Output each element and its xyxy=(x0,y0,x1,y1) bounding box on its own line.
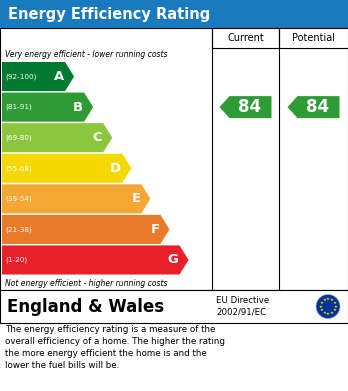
Text: ★: ★ xyxy=(322,311,326,315)
Text: Not energy efficient - higher running costs: Not energy efficient - higher running co… xyxy=(5,279,167,288)
Text: ★: ★ xyxy=(319,305,323,308)
Bar xyxy=(0,28,348,290)
Text: ★: ★ xyxy=(332,301,337,305)
Text: (21-38): (21-38) xyxy=(5,226,32,233)
Text: Very energy efficient - lower running costs: Very energy efficient - lower running co… xyxy=(5,50,167,59)
Polygon shape xyxy=(220,96,271,118)
Text: B: B xyxy=(73,100,83,114)
Text: ★: ★ xyxy=(326,312,330,316)
Text: Potential: Potential xyxy=(292,33,335,43)
Text: ★: ★ xyxy=(330,311,334,315)
Polygon shape xyxy=(287,96,340,118)
Text: ★: ★ xyxy=(333,305,337,308)
Text: ★: ★ xyxy=(322,298,326,302)
Polygon shape xyxy=(2,154,131,183)
Polygon shape xyxy=(2,215,169,244)
Text: E: E xyxy=(131,192,140,205)
Bar xyxy=(212,28,279,48)
Polygon shape xyxy=(2,246,189,274)
Text: (55-68): (55-68) xyxy=(5,165,32,172)
Text: C: C xyxy=(93,131,102,144)
Polygon shape xyxy=(2,62,74,91)
Text: Energy Efficiency Rating: Energy Efficiency Rating xyxy=(8,7,210,22)
Polygon shape xyxy=(2,184,150,213)
Text: England & Wales: England & Wales xyxy=(7,298,164,316)
Text: 84: 84 xyxy=(306,98,329,116)
Text: A: A xyxy=(54,70,64,83)
Bar xyxy=(0,290,348,323)
Text: 84: 84 xyxy=(238,98,261,116)
Bar xyxy=(0,0,348,28)
Text: G: G xyxy=(168,253,179,266)
Text: (92-100): (92-100) xyxy=(5,73,37,80)
Text: Current: Current xyxy=(227,33,264,43)
Polygon shape xyxy=(2,93,93,122)
Text: (69-80): (69-80) xyxy=(5,135,32,141)
Text: (81-91): (81-91) xyxy=(5,104,32,110)
Text: F: F xyxy=(150,223,159,236)
Text: D: D xyxy=(110,162,121,175)
Text: The energy efficiency rating is a measure of the
overall efficiency of a home. T: The energy efficiency rating is a measur… xyxy=(5,325,225,370)
Bar xyxy=(279,28,348,48)
Text: ★: ★ xyxy=(332,308,337,312)
Text: (39-54): (39-54) xyxy=(5,196,32,202)
Text: ★: ★ xyxy=(319,308,324,312)
Circle shape xyxy=(316,294,340,319)
Text: EU Directive
2002/91/EC: EU Directive 2002/91/EC xyxy=(216,296,269,317)
Polygon shape xyxy=(2,123,112,152)
Text: ★: ★ xyxy=(326,297,330,301)
Text: ★: ★ xyxy=(319,301,324,305)
Text: (1-20): (1-20) xyxy=(5,257,27,263)
Text: ★: ★ xyxy=(330,298,334,302)
